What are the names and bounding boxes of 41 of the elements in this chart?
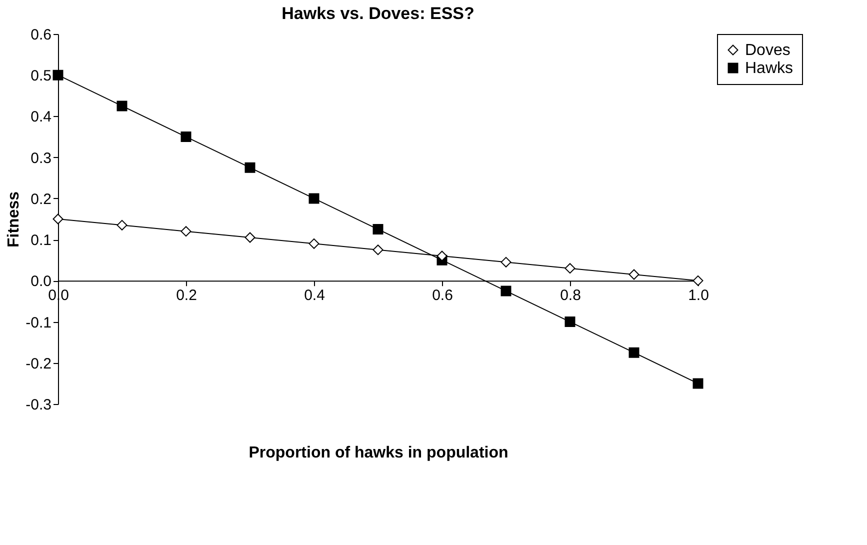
y-tick-label: 0.3 — [30, 150, 52, 167]
point — [180, 226, 192, 237]
point — [500, 286, 512, 296]
legend-label: Doves — [745, 42, 790, 59]
point — [52, 70, 64, 80]
x-tick-label: 1.0 — [688, 287, 709, 304]
point — [628, 347, 640, 358]
x-tick-label: 0.2 — [176, 287, 197, 304]
x-tick-label: 0.8 — [560, 287, 581, 304]
y-tick-label: -0.1 — [26, 314, 52, 332]
point — [308, 238, 320, 249]
point — [244, 232, 256, 243]
x-tick-label: 0.4 — [304, 287, 325, 304]
point — [372, 224, 384, 235]
y-tick-label: -0.3 — [26, 396, 52, 414]
y-tick-label: 0.2 — [30, 190, 52, 208]
chart-title: Hawks vs. Doves: ESS? — [282, 4, 474, 23]
y-tick-label: 0.0 — [30, 273, 52, 290]
point — [500, 256, 512, 268]
point — [52, 214, 64, 224]
x-tick-label: 0.6 — [432, 287, 453, 304]
y-tick-label: 0.1 — [30, 232, 52, 250]
point — [180, 132, 192, 142]
point — [372, 244, 384, 256]
point — [244, 162, 256, 173]
point — [308, 193, 320, 204]
point — [116, 100, 128, 112]
point — [692, 378, 704, 389]
y-tick-label: 0.6 — [30, 26, 52, 44]
y-tick-label: 0.4 — [30, 108, 52, 126]
point — [436, 250, 448, 262]
y-tick-label: -0.2 — [26, 355, 52, 372]
legend-label: Hawks — [745, 60, 794, 77]
point — [564, 263, 576, 274]
point — [692, 275, 704, 286]
point — [628, 269, 640, 280]
point — [564, 316, 576, 328]
y-axis-title: Fitness — [6, 191, 23, 248]
y-tick-label: 0.5 — [30, 68, 52, 85]
point — [116, 220, 128, 230]
x-axis-title: Proportion of hawks in population — [248, 444, 508, 462]
